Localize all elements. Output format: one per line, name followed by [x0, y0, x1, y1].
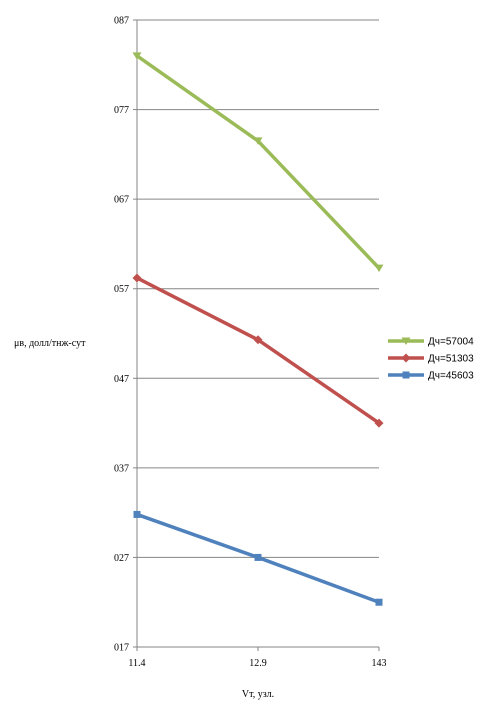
data-point: [253, 335, 263, 345]
data-point: [132, 273, 142, 283]
gridlines: [137, 19, 379, 648]
legend-label: Дч=51303: [428, 354, 474, 365]
y-tick-label: 047: [114, 374, 129, 385]
y-tick-label: 067: [114, 195, 129, 206]
legend: Дч=57004 Дч=51303 Дч=45603: [388, 337, 474, 382]
data-point: [375, 598, 383, 606]
data-point: [132, 52, 142, 60]
series-line: [135, 54, 381, 270]
legend-marker: [401, 353, 411, 363]
y-tick-label: 087: [114, 16, 129, 27]
y-axis-title: μв, долл/тнж-сут: [14, 338, 86, 349]
y-tick-label: 057: [114, 284, 129, 295]
data-point: [374, 418, 384, 428]
x-tick-label: 12.9: [249, 658, 267, 669]
series-line: [136, 276, 380, 425]
y-tick-label: 017: [114, 643, 129, 654]
x-axis-title: Vт, узл.: [242, 689, 274, 700]
legend-label: Дч=45603: [428, 371, 474, 382]
data-point: [254, 553, 262, 561]
y-tick-label: 027: [114, 553, 129, 564]
x-tick-label: 11.4: [128, 658, 145, 669]
y-tick-label: 037: [114, 463, 129, 474]
data-point: [133, 510, 141, 518]
data-point: [253, 137, 263, 145]
y-tick-label: 077: [114, 105, 129, 116]
legend-label: Дч=57004: [428, 337, 474, 348]
data-point: [374, 264, 384, 273]
series-group: [132, 52, 384, 606]
y-axis-ticks: 017 027 037 047 057 067 077 087: [114, 16, 137, 654]
x-tick-label: 143: [372, 658, 387, 669]
legend-marker: [402, 371, 410, 379]
legend-marker: [401, 337, 411, 345]
x-axis-ticks: 11.4 12.9 143: [128, 647, 387, 669]
